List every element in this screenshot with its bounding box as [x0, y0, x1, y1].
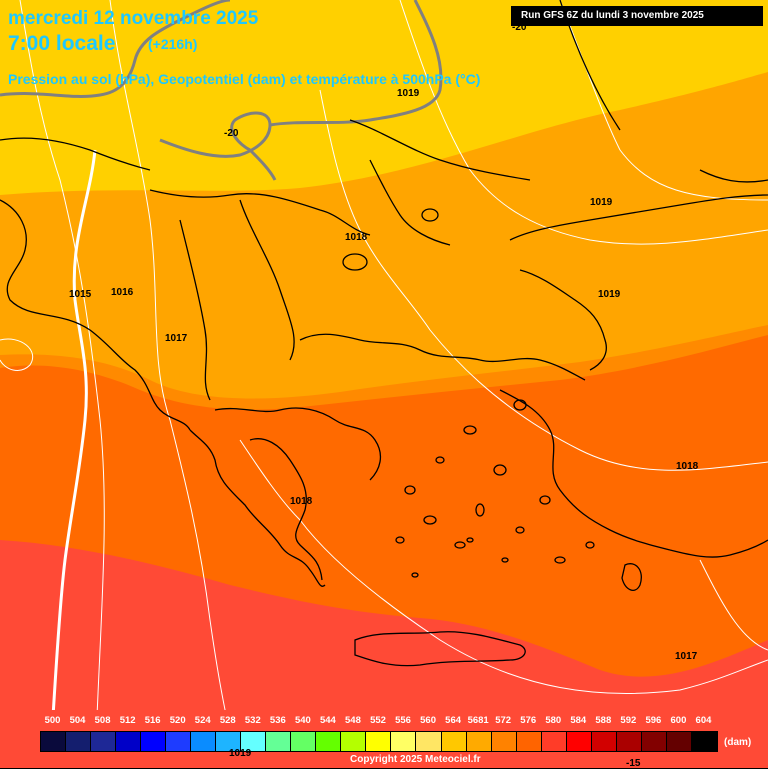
- legend-swatch: [191, 732, 217, 751]
- legend-ticks: 500 504 508 512 516 520 524 528 532 536 540 544 548 5…: [40, 715, 720, 729]
- run-info: Run GFS 6Z du lundi 3 novembre 2025: [511, 6, 763, 26]
- legend-unit: (dam): [724, 737, 752, 748]
- legend-swatch: [166, 732, 192, 751]
- legend-swatch: [241, 732, 267, 751]
- forecast-lead: (+216h): [148, 36, 198, 52]
- color-legend: [40, 731, 718, 752]
- legend-swatch: [316, 732, 342, 751]
- legend-swatch: [91, 732, 117, 751]
- copyright: Copyright 2025 Meteociel.fr: [350, 754, 481, 765]
- forecast-date: mercredi 12 novembre 2025: [8, 8, 259, 29]
- legend-swatch: [391, 732, 417, 751]
- legend-tick-label: 600: [670, 715, 687, 726]
- legend-swatch: [266, 732, 292, 751]
- legend-tick-label: 536: [269, 715, 286, 726]
- pressure-label: 1017: [675, 651, 698, 662]
- pressure-label: 1015: [69, 289, 92, 300]
- isobar-thick: [48, 149, 97, 768]
- legend-tick-label: 552: [370, 715, 386, 726]
- legend-tick-label: 544: [319, 715, 336, 726]
- pressure-label: -20: [224, 128, 239, 139]
- legend-tick-label: 588: [595, 715, 612, 726]
- legend-swatch: [691, 732, 717, 751]
- legend-swatch: [591, 732, 617, 751]
- legend-tick-label: 512: [119, 715, 136, 726]
- legend-tick-label: 524: [194, 715, 211, 726]
- legend-swatch: [291, 732, 317, 751]
- legend-swatch: [216, 732, 242, 751]
- legend-tick-label: 560: [420, 715, 436, 726]
- legend-tick-label: 528: [219, 715, 236, 726]
- legend-swatch: [641, 732, 667, 751]
- legend-tick-label: 508: [94, 715, 111, 726]
- legend-swatch: [441, 732, 467, 751]
- legend-tick-label: 548: [345, 715, 361, 726]
- legend-tick-label: 540: [294, 715, 311, 726]
- legend-swatch: [566, 732, 592, 751]
- legend-swatch: [341, 732, 367, 751]
- pressure-label: 1019: [397, 88, 420, 99]
- legend-tick-label: 572: [495, 715, 512, 726]
- pressure-label: 1018: [676, 461, 699, 472]
- legend-swatch: [541, 732, 567, 751]
- legend-tick-label: 584: [570, 715, 587, 726]
- legend-swatch: [416, 732, 442, 751]
- pressure-label: -15: [626, 758, 641, 769]
- legend-swatch: [666, 732, 692, 751]
- legend-tick-label: 520: [169, 715, 186, 726]
- pressure-label: 1017: [165, 333, 188, 344]
- legend-tick-label: 596: [645, 715, 662, 726]
- coastlines: [0, 0, 768, 587]
- legend-swatch: [466, 732, 492, 751]
- islands: [342, 208, 642, 667]
- legend-tick-label: 564: [445, 715, 462, 726]
- legend-swatch: [491, 732, 517, 751]
- legend-tick-label: 592: [620, 715, 637, 726]
- pressure-label: 1018: [290, 496, 313, 507]
- map-subtitle: Pression au sol (hPa), Geopotentiel (dam…: [8, 71, 481, 87]
- legend-tick-label: 516: [144, 715, 161, 726]
- legend-swatch: [516, 732, 542, 751]
- legend-swatch: [141, 732, 167, 751]
- pressure-label: 1019: [598, 289, 621, 300]
- pressure-label: 1016: [111, 287, 134, 298]
- legend-swatch: [66, 732, 92, 751]
- legend-tick-label: 576: [520, 715, 537, 726]
- legend-tick-label: 604: [695, 715, 712, 726]
- legend-swatch: [116, 732, 142, 751]
- legend-tick-label: 580: [545, 715, 562, 726]
- legend-tick-label: 504: [69, 715, 86, 726]
- legend-tick-label: 500: [44, 715, 61, 726]
- legend-swatch: [616, 732, 642, 751]
- pressure-label: -20: [512, 22, 527, 33]
- forecast-time: 7:00 locale: [8, 32, 116, 55]
- pressure-label: 1019: [590, 197, 613, 208]
- legend-swatch: [366, 732, 392, 751]
- pressure-label: 1019: [229, 748, 252, 759]
- legend-tick-label: 556: [395, 715, 411, 726]
- pressure-label: 1018: [345, 232, 368, 243]
- legend-swatch: [41, 732, 67, 751]
- legend-tick-label: 532: [244, 715, 261, 726]
- legend-tick-label: 5681: [467, 715, 489, 726]
